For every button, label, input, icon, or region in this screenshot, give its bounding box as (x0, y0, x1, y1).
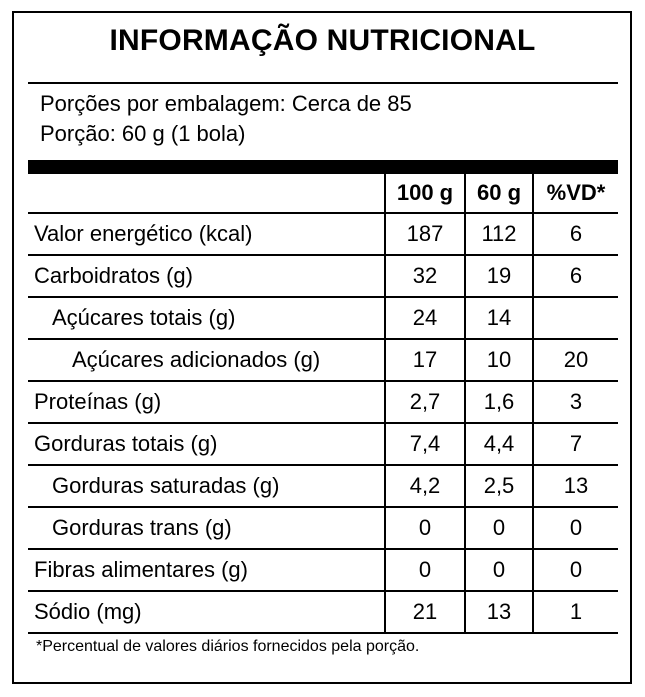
table-row: Sódio (mg) 21 13 1 (28, 591, 618, 634)
row-label: Gorduras trans (g) (28, 507, 386, 550)
header-blank-cell (28, 174, 386, 214)
table-row: Fibras alimentares (g) 0 0 0 (28, 549, 618, 592)
value-vd: 0 (533, 549, 618, 592)
table-row: Proteínas (g) 2,7 1,6 3 (28, 381, 618, 424)
value-vd: 13 (533, 465, 618, 508)
column-header-60g: 60 g (465, 174, 534, 214)
table-row: Gorduras totais (g) 7,4 4,4 7 (28, 423, 618, 466)
value-100g: 21 (385, 591, 466, 634)
value-100g: 17 (385, 339, 466, 382)
table-row: Valor energético (kcal) 187 112 6 (28, 213, 618, 256)
value-100g: 187 (385, 213, 466, 256)
portion-size: Porção: 60 g (1 bola) (40, 121, 246, 146)
header-thick-divider (28, 160, 618, 174)
label-title: INFORMAÇÃO NUTRICIONAL (109, 24, 536, 57)
row-label: Fibras alimentares (g) (28, 549, 386, 592)
value-vd: 20 (533, 339, 618, 382)
table-row: Açúcares adicionados (g) 17 10 20 (28, 339, 618, 382)
row-label: Gorduras saturadas (g) (28, 465, 386, 508)
value-60g: 2,5 (465, 465, 534, 508)
row-label: Gorduras totais (g) (28, 423, 386, 466)
value-vd: 0 (533, 507, 618, 550)
value-60g: 4,4 (465, 423, 534, 466)
servings-per-package: Porções por embalagem: Cerca de 85 (40, 91, 412, 116)
row-label: Carboidratos (g) (28, 255, 386, 298)
value-100g: 4,2 (385, 465, 466, 508)
title-divider (28, 82, 618, 84)
table-header-row: 100 g 60 g %VD* (28, 174, 618, 214)
table-row: Carboidratos (g) 32 19 6 (28, 255, 618, 298)
row-label: Sódio (mg) (28, 591, 386, 634)
nutrition-label-frame (12, 11, 632, 684)
value-60g: 10 (465, 339, 534, 382)
value-100g: 0 (385, 507, 466, 550)
value-60g: 0 (465, 507, 534, 550)
value-vd: 3 (533, 381, 618, 424)
value-vd: 7 (533, 423, 618, 466)
value-100g: 7,4 (385, 423, 466, 466)
value-60g: 112 (465, 213, 534, 256)
value-100g: 24 (385, 297, 466, 340)
row-label: Proteínas (g) (28, 381, 386, 424)
value-100g: 32 (385, 255, 466, 298)
value-60g: 13 (465, 591, 534, 634)
value-100g: 0 (385, 549, 466, 592)
footnote: *Percentual de valores diários fornecido… (36, 638, 420, 655)
value-vd (533, 297, 618, 340)
row-label: Açúcares adicionados (g) (28, 339, 386, 382)
value-vd: 6 (533, 255, 618, 298)
table-row: Gorduras trans (g) 0 0 0 (28, 507, 618, 550)
value-60g: 14 (465, 297, 534, 340)
value-100g: 2,7 (385, 381, 466, 424)
value-60g: 0 (465, 549, 534, 592)
table-row: Gorduras saturadas (g) 4,2 2,5 13 (28, 465, 618, 508)
value-60g: 19 (465, 255, 534, 298)
column-header-100g: 100 g (385, 174, 466, 214)
row-label: Valor energético (kcal) (28, 213, 386, 256)
nutrition-table: 100 g 60 g %VD* Valor energético (kcal) … (28, 174, 618, 634)
value-vd: 6 (533, 213, 618, 256)
value-60g: 1,6 (465, 381, 534, 424)
value-vd: 1 (533, 591, 618, 634)
column-header-vd: %VD* (533, 174, 618, 214)
row-label: Açúcares totais (g) (28, 297, 386, 340)
table-row: Açúcares totais (g) 24 14 (28, 297, 618, 340)
